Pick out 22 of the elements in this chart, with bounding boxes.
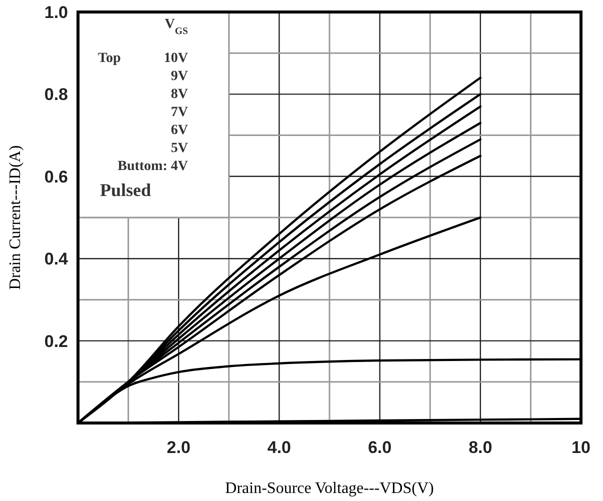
y-tick-label: 0.6 [44,167,68,186]
annotation: V$_{GS}$ [164,17,189,36]
annotation: 8V [170,87,188,102]
y-tick-label: 1.0 [44,3,68,22]
x-tick-label: 2.0 [166,438,190,457]
y-tick-label: 0.4 [44,250,69,269]
x-tick-label: 8.0 [468,438,492,457]
annotation: 7V [170,105,188,120]
annotation: 10V [164,51,188,66]
x-axis-title: Drain-Source Voltage---VDS(V) [225,480,434,497]
annotation: 9V [170,69,188,84]
y-tick-label: 0.2 [44,332,68,351]
x-tick-label: 10 [572,438,590,457]
annotation: 5V [170,141,188,156]
annotation: Top [98,51,122,66]
annotation: Buttom: 4V [118,159,188,174]
y-axis-title: Drain Current---ID(A) [7,145,24,290]
x-tick-label: 4.0 [267,438,292,457]
x-tick-label: 6.0 [368,438,392,457]
y-tick-label: 0.8 [44,85,68,104]
annotation: 6V [170,123,188,138]
annotation: Pulsed [100,180,152,200]
